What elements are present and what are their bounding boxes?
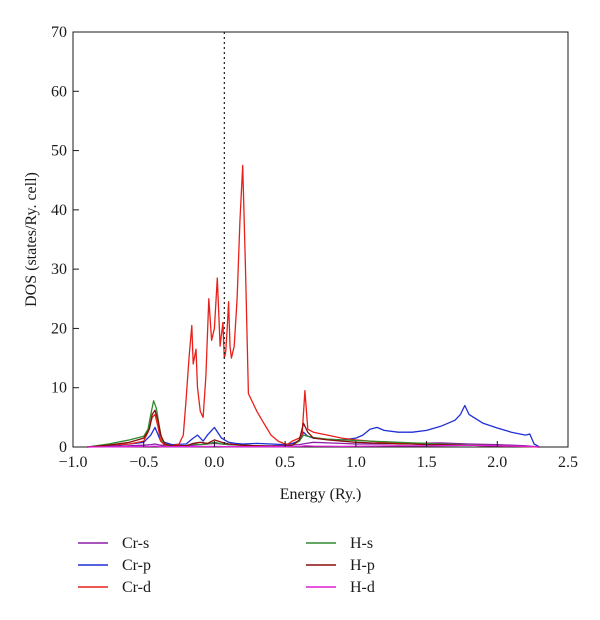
y-tick-label: 40 (51, 202, 67, 219)
x-tick-label: 1.0 (346, 454, 366, 471)
y-tick-label: 30 (51, 261, 67, 278)
x-axis: −1.0 −0.5 0.0 0.5 1.0 1.5 2.0 2.5 (58, 441, 578, 471)
legend-label: Cr-s (122, 535, 149, 552)
y-tick-label: 50 (51, 143, 67, 160)
y-tick-label: 0 (59, 439, 67, 456)
legend-label: Cr-p (122, 557, 151, 574)
x-tick-label: 0.5 (275, 454, 295, 471)
x-tick-label: 2.0 (487, 454, 507, 471)
x-tick-label: 2.5 (558, 454, 578, 471)
plot-area (72, 31, 569, 448)
y-axis: 0 10 20 30 40 50 60 70 (51, 24, 79, 456)
legend-item-h-p: H-p (306, 557, 375, 574)
legend-item-cr-d: Cr-d (78, 579, 151, 596)
x-axis-label: Energy (Ry.) (280, 486, 362, 503)
y-tick-label: 70 (51, 24, 67, 41)
series-h-d-line (87, 444, 540, 448)
x-tick-label: 0.0 (204, 454, 224, 471)
y-tick-label: 60 (51, 83, 67, 100)
legend-item-h-s: H-s (306, 535, 373, 552)
series-h-p-line (87, 409, 540, 448)
series-layer (87, 164, 541, 448)
series-h-s-line (87, 400, 540, 448)
legend-item-h-d: H-d (306, 579, 375, 596)
legend-label: H-s (350, 535, 373, 552)
y-axis-label: DOS (states/Ry. cell) (23, 172, 40, 307)
x-tick-label: −1.0 (58, 454, 87, 471)
x-tick-label: −0.5 (129, 454, 158, 471)
plot-frame (72, 31, 569, 448)
legend-item-cr-s: Cr-s (78, 535, 149, 552)
legend-label: Cr-d (122, 579, 151, 596)
legend-label: H-d (350, 579, 375, 596)
x-tick-label: 1.5 (417, 454, 437, 471)
legend-item-cr-p: Cr-p (78, 557, 151, 574)
series-cr-p-line (87, 404, 541, 448)
legend: Cr-s Cr-p Cr-d H-s H-p H-d (78, 535, 375, 596)
y-tick-label: 20 (51, 320, 67, 337)
legend-label: H-p (350, 557, 375, 574)
y-tick-label: 10 (51, 380, 67, 397)
